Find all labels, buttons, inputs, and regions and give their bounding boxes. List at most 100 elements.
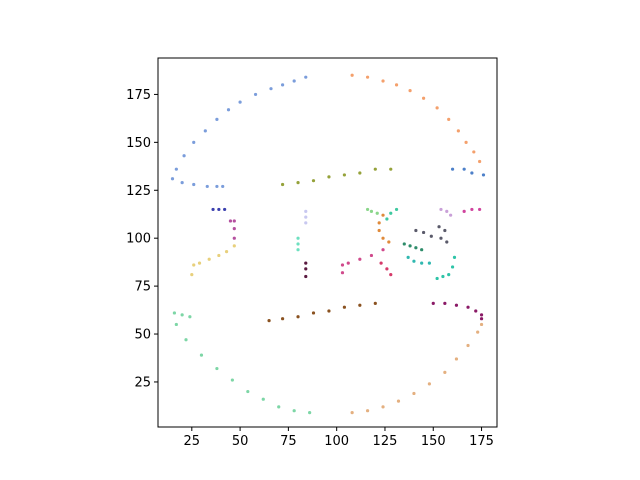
data-point-s0-p9 — [192, 140, 196, 144]
data-point-s1-p2 — [381, 79, 385, 83]
data-point-s23-p6 — [215, 366, 219, 371]
data-point-s18-p1 — [445, 209, 449, 213]
data-point-s23-p0 — [172, 311, 177, 315]
data-point-s1-p8 — [456, 129, 460, 133]
data-point-s11-p0 — [379, 261, 383, 265]
data-point-s13-p3 — [381, 236, 385, 240]
data-point-s13-p0 — [381, 213, 385, 217]
data-point-s16-p0 — [406, 255, 410, 259]
data-point-s1-p10 — [472, 150, 476, 154]
data-point-s16-p2 — [420, 261, 424, 265]
data-point-s0-p2 — [280, 83, 285, 87]
data-point-s6-p3 — [207, 257, 211, 261]
data-point-s6-p5 — [224, 250, 229, 254]
data-point-s24-p7 — [454, 357, 459, 361]
data-point-s4-p1 — [217, 207, 221, 212]
data-point-s18-p2 — [449, 213, 453, 217]
data-point-s5-p0 — [228, 219, 233, 223]
data-point-s16-p1 — [412, 259, 416, 263]
data-point-s12-p2 — [375, 211, 379, 215]
data-point-s17-p0 — [414, 228, 418, 233]
data-point-s17-p5 — [443, 228, 447, 233]
data-point-s22-p4 — [327, 309, 331, 313]
x-tick-label: 50 — [232, 434, 249, 449]
x-tick-label: 100 — [324, 434, 349, 449]
data-point-s20-p3 — [450, 265, 455, 269]
data-point-s3-p3 — [327, 175, 331, 179]
data-point-s20-p1 — [441, 274, 445, 279]
x-tick-label: 125 — [373, 434, 398, 449]
data-point-s6-p6 — [232, 244, 236, 248]
data-point-s22-p7 — [373, 301, 377, 305]
data-point-s9-p0 — [304, 274, 308, 279]
data-point-s15-p3 — [420, 248, 424, 252]
data-point-s14-p1 — [389, 211, 393, 215]
data-point-s11-p2 — [389, 273, 393, 277]
data-point-s5-p1 — [232, 219, 236, 223]
data-point-s7-p2 — [304, 209, 308, 213]
data-point-s0-p15 — [205, 184, 209, 189]
data-point-s0-p7 — [215, 117, 219, 121]
data-marks — [170, 73, 486, 415]
data-point-s4-p0 — [211, 207, 215, 212]
data-point-s23-p10 — [277, 405, 281, 409]
data-point-s12-p0 — [365, 207, 370, 212]
data-point-s6-p2 — [197, 261, 202, 265]
data-point-s24-p9 — [476, 330, 480, 334]
data-point-s22-p2 — [296, 315, 300, 319]
data-point-s0-p1 — [292, 79, 296, 83]
y-tick-label: 75 — [134, 280, 151, 295]
y-tick-label: 150 — [126, 136, 151, 151]
data-point-s19-p1 — [470, 207, 474, 212]
data-point-s0-p17 — [221, 184, 225, 189]
data-point-s0-p13 — [180, 181, 184, 185]
data-point-s14-p0 — [385, 217, 389, 221]
data-point-s23-p7 — [230, 378, 234, 382]
data-point-s13-p2 — [377, 228, 381, 233]
data-point-s20-p2 — [447, 273, 451, 277]
data-point-s1-p9 — [464, 140, 468, 144]
x-tick-label: 150 — [421, 434, 446, 449]
data-point-s23-p5 — [199, 353, 204, 357]
data-point-s0-p6 — [226, 108, 231, 112]
data-point-s23-p4 — [184, 338, 188, 342]
data-point-s1-p3 — [394, 83, 399, 87]
data-point-s23-p12 — [308, 411, 312, 415]
data-point-s3-p1 — [296, 181, 300, 185]
data-point-s3-p6 — [373, 167, 377, 171]
data-point-s1-p5 — [422, 96, 426, 100]
data-point-s2-p0 — [450, 167, 455, 171]
data-point-s24-p5 — [427, 382, 431, 386]
data-point-s0-p4 — [253, 92, 258, 97]
x-tick-label: 25 — [184, 434, 201, 449]
data-point-s20-p0 — [435, 276, 439, 281]
data-point-s24-p3 — [396, 399, 401, 403]
data-point-s0-p12 — [170, 177, 175, 181]
data-point-s5-p3 — [232, 236, 236, 240]
data-point-s21-p2 — [454, 303, 459, 307]
plot-area — [157, 57, 498, 428]
data-point-s22-p1 — [280, 317, 285, 321]
data-point-s1-p7 — [447, 117, 451, 121]
data-point-s20-p4 — [452, 255, 457, 259]
y-tick-label: 25 — [134, 375, 151, 390]
data-point-s1-p11 — [478, 159, 482, 164]
data-point-s14-p2 — [394, 207, 399, 212]
data-point-s16-p3 — [427, 261, 431, 265]
data-point-s8-p0 — [296, 248, 300, 252]
data-point-s24-p1 — [365, 409, 370, 413]
data-point-s0-p5 — [238, 100, 242, 104]
data-point-s0-p10 — [182, 154, 186, 158]
data-point-s0-p14 — [192, 182, 196, 187]
y-tick-label: 100 — [126, 232, 151, 247]
data-point-s21-p3 — [466, 305, 470, 309]
data-point-s11-p1 — [385, 267, 389, 271]
data-point-s17-p4 — [445, 240, 449, 244]
data-point-s2-p3 — [481, 173, 486, 177]
data-point-s21-p0 — [431, 301, 435, 305]
data-point-s3-p7 — [389, 167, 393, 171]
data-point-s18-p0 — [439, 207, 443, 212]
data-point-s23-p8 — [246, 389, 250, 394]
data-point-s23-p11 — [292, 409, 296, 413]
